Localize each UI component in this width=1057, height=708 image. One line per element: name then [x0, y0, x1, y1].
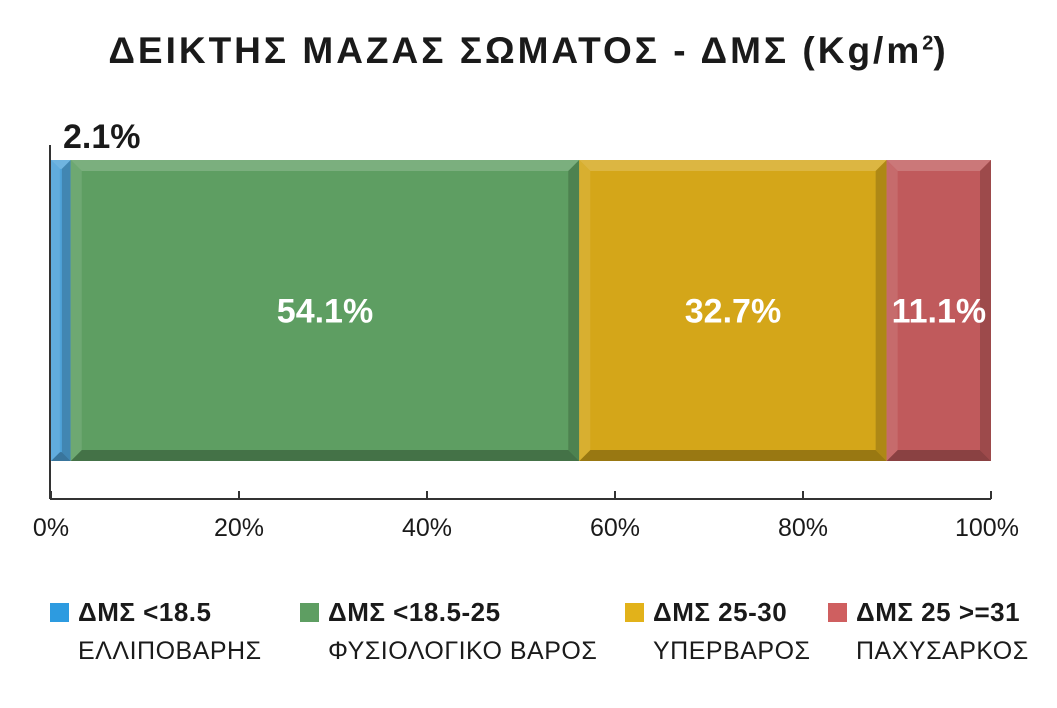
data-label-1: 2.1% — [63, 118, 141, 156]
legend-description: ΕΛΛΙΠΟΒΑΡΗΣ — [78, 637, 262, 665]
x-tick-label: 40% — [402, 514, 452, 542]
data-labels-layer: 2.1% 54.1% 32.7% 11.1% — [63, 118, 986, 331]
data-label-2: 54.1% — [277, 293, 373, 331]
legend-description: ΥΠΕΡΒΑΡΟΣ — [653, 637, 811, 665]
x-axis: 0% 20% 40% 60% 80% 100% — [33, 145, 1019, 542]
bars-layer — [51, 160, 991, 461]
chart-title-superscript: 2 — [922, 32, 934, 55]
bar-bevel-bottom — [51, 452, 71, 461]
chart-title: ΔΕΙΚΤΗΣ ΜΑΖΑΣ ΣΩΜΑΤΟΣ - ΔΜΣ (Kg/m2) — [0, 30, 1057, 72]
bar-bevel-top — [70, 160, 580, 171]
bar-segment-4 — [886, 160, 991, 461]
bar-bevel-top — [51, 160, 71, 169]
legend-label: ΔΜΣ 25 >=31 — [856, 597, 1021, 627]
chart-title-text: ΔΕΙΚΤΗΣ ΜΑΖΑΣ ΣΩΜΑΤΟΣ - ΔΜΣ (Kg/m — [108, 30, 923, 71]
x-tick-label: 0% — [33, 514, 69, 542]
bar-bevel-bottom — [579, 450, 887, 461]
legend-swatch — [50, 603, 69, 622]
data-label-3: 32.7% — [685, 293, 781, 331]
bar-bevel-top — [579, 160, 887, 171]
stacked-bar-chart: 0% 20% 40% 60% 80% 100% 2.1% 54.1% 32.7% 11.1% — [33, 118, 1019, 542]
bar-bevel-bottom — [70, 450, 580, 461]
bar-bevel-right — [980, 160, 991, 461]
bar-segment-fill — [70, 160, 580, 461]
bar-bevel-left — [579, 160, 591, 461]
bar-bevel-right — [875, 160, 887, 461]
chart-title-close: ) — [933, 30, 949, 71]
bar-bevel-right — [568, 160, 580, 461]
legend-swatch — [625, 603, 644, 622]
bar-bevel-bottom — [886, 450, 991, 461]
bar-bevel-left — [51, 160, 60, 461]
bar-segment-fill — [579, 160, 887, 461]
x-tick-label: 60% — [590, 514, 640, 542]
bar-segment-fill — [886, 160, 991, 461]
bar-segment-2 — [70, 160, 580, 461]
bar-segment-3 — [579, 160, 887, 461]
legend-swatch — [300, 603, 319, 622]
x-tick-label: 100% — [955, 514, 1019, 542]
bar-bevel-left — [886, 160, 898, 461]
bar-segment-1 — [51, 160, 71, 461]
legend-swatch — [828, 603, 847, 622]
legend-label: ΔΜΣ <18.5 — [78, 597, 212, 627]
bar-bevel-right — [61, 160, 71, 461]
legend-label: ΔΜΣ 25-30 — [653, 597, 788, 627]
x-tick-label: 20% — [214, 514, 264, 542]
bar-bevel-top — [886, 160, 991, 171]
legend-description: ΠΑΧΥΣΑΡΚΟΣ — [856, 637, 1029, 665]
legend-label: ΔΜΣ <18.5-25 — [328, 597, 501, 627]
bar-bevel-left — [70, 160, 82, 461]
x-tick-label: 80% — [778, 514, 828, 542]
data-label-4: 11.1% — [892, 293, 987, 331]
legend-description: ΦΥΣΙΟΛΟΓΙΚΟ ΒΑΡΟΣ — [328, 637, 598, 665]
